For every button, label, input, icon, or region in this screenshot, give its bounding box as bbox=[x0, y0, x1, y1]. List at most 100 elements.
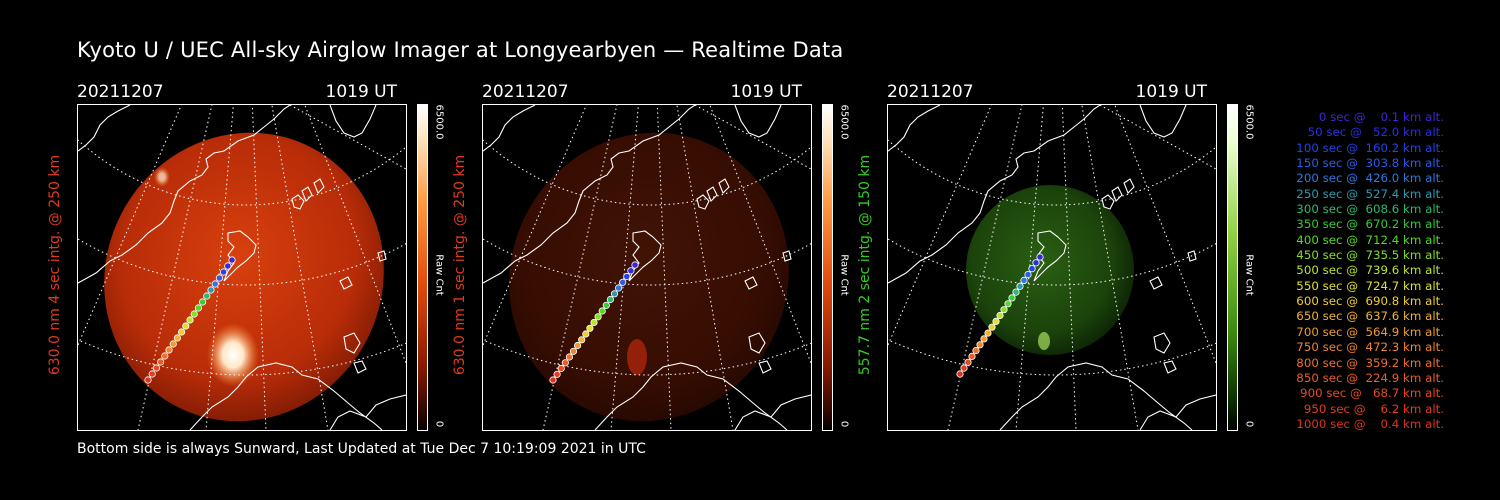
coastline bbox=[339, 276, 353, 290]
aurora-spot bbox=[1038, 332, 1050, 350]
coastline bbox=[377, 250, 387, 262]
trajectory-marker bbox=[1000, 306, 1008, 314]
legend-entry: 450 sec @ 735.5 km alt. bbox=[1292, 248, 1444, 263]
trajectory-marker bbox=[956, 370, 964, 378]
trajectory-marker bbox=[565, 353, 574, 361]
airglow-sky-map bbox=[78, 105, 406, 430]
trajectory-marker bbox=[578, 336, 586, 344]
trajectory-marker bbox=[169, 340, 177, 348]
trajectory-marker bbox=[211, 280, 219, 288]
legend-entry: 800 sec @ 359.2 km alt. bbox=[1292, 355, 1444, 370]
legend-entry: 750 sec @ 472.3 km alt. bbox=[1292, 340, 1444, 355]
coastline bbox=[706, 186, 718, 202]
panel-time: 1019 UT bbox=[1135, 82, 1208, 102]
panel-date: 20211207 bbox=[887, 82, 974, 102]
coastline bbox=[483, 105, 536, 152]
trajectory-marker bbox=[984, 329, 992, 337]
trajectory-marker bbox=[586, 324, 594, 332]
coastline bbox=[734, 394, 811, 430]
trajectory-marker bbox=[594, 313, 602, 321]
coastline bbox=[189, 362, 383, 430]
trajectory-marker bbox=[968, 352, 976, 360]
legend-entry: 300 sec @ 608.6 km alt. bbox=[1292, 202, 1444, 217]
coastline bbox=[329, 105, 377, 138]
trajectory-marker bbox=[598, 307, 606, 315]
coastline bbox=[696, 194, 710, 210]
coastline bbox=[888, 105, 941, 152]
trajectory-legend: 0 sec @ 0.1 km alt. 50 sec @ 52.0 km alt… bbox=[1262, 110, 1444, 432]
coastline bbox=[301, 186, 313, 202]
coastline bbox=[343, 332, 361, 354]
aurora-spot bbox=[154, 167, 170, 187]
trajectory-marker bbox=[619, 278, 627, 286]
allsky-image bbox=[482, 104, 812, 431]
airglow-sky-map bbox=[483, 105, 811, 430]
coastline bbox=[78, 105, 131, 152]
coastline bbox=[734, 105, 782, 138]
trajectory-marker bbox=[627, 267, 635, 275]
legend-entry: 550 sec @ 724.7 km alt. bbox=[1292, 278, 1444, 293]
coastline bbox=[1123, 178, 1135, 194]
trajectory-marker bbox=[960, 364, 968, 372]
trajectory-marker bbox=[207, 286, 215, 294]
sky-disk bbox=[509, 132, 789, 422]
trajectory-marker bbox=[557, 364, 565, 373]
trajectory-marker bbox=[988, 323, 996, 331]
trajectory-marker bbox=[152, 364, 161, 372]
trajectory-marker bbox=[1008, 294, 1016, 302]
coastline bbox=[748, 332, 766, 354]
airglow-sky-map bbox=[888, 105, 1216, 430]
legend-entry: 0 sec @ 0.1 km alt. bbox=[1307, 110, 1444, 124]
legend-entry: 50 sec @ 52.0 km alt. bbox=[1300, 125, 1444, 140]
trajectory-marker bbox=[203, 292, 211, 300]
panel-date: 20211207 bbox=[77, 82, 164, 102]
trajectory-marker bbox=[1032, 259, 1040, 267]
trajectory-marker bbox=[173, 334, 182, 342]
trajectory-marker bbox=[220, 268, 228, 276]
trajectory-marker bbox=[148, 370, 156, 378]
coastline bbox=[999, 362, 1193, 430]
imager-panel-2: 20211207 1019 UT 630.0 nm 1 sec intg. @ … bbox=[452, 82, 882, 432]
trajectory-marker bbox=[1012, 288, 1020, 296]
imager-panel-1: 20211207 1019 UT 630.0 nm 4 sec intg. @ … bbox=[47, 82, 477, 432]
legend-entry: 250 sec @ 527.4 km alt. bbox=[1292, 186, 1444, 201]
legend-entry: 850 sec @ 224.9 km alt. bbox=[1292, 370, 1444, 385]
coastline bbox=[291, 194, 305, 210]
legend-entry: 1000 sec @ 0.4 km alt. bbox=[1296, 416, 1444, 431]
trajectory-marker bbox=[1004, 300, 1012, 308]
trajectory-marker bbox=[996, 311, 1004, 320]
coastline bbox=[888, 105, 1101, 284]
coastline bbox=[483, 105, 696, 284]
panel-time: 1019 UT bbox=[325, 82, 398, 102]
coastline bbox=[1111, 186, 1123, 202]
trajectory-marker bbox=[964, 358, 972, 366]
sky-disk bbox=[966, 185, 1134, 355]
trajectory-marker bbox=[590, 318, 598, 327]
trajectory-marker bbox=[992, 317, 1000, 325]
trajectory-marker bbox=[1024, 271, 1032, 279]
coastline bbox=[782, 250, 792, 262]
legend-entry: 200 sec @ 426.0 km alt. bbox=[1292, 171, 1444, 186]
trajectory-marker bbox=[972, 347, 980, 355]
legend-entry: 700 sec @ 564.9 km alt. bbox=[1292, 324, 1444, 339]
allsky-image bbox=[77, 104, 407, 431]
trajectory-marker bbox=[561, 359, 569, 367]
legend-entry: 950 sec @ 6.2 km alt. bbox=[1300, 401, 1444, 416]
colorbar bbox=[1227, 104, 1238, 431]
coastline bbox=[1101, 194, 1115, 210]
trajectory-marker bbox=[165, 346, 173, 354]
trajectory-marker bbox=[186, 316, 194, 324]
coastline bbox=[223, 230, 257, 282]
legend-entry: 100 sec @ 160.2 km alt. bbox=[1292, 140, 1444, 155]
trajectory-marker bbox=[228, 256, 236, 264]
trajectory-marker bbox=[610, 290, 619, 298]
coastline bbox=[1139, 394, 1216, 430]
trajectory-marker bbox=[1028, 265, 1036, 273]
trajectory-marker bbox=[215, 274, 223, 282]
allsky-image bbox=[887, 104, 1217, 431]
coastline bbox=[353, 360, 367, 374]
legend-entry: 400 sec @ 712.4 km alt. bbox=[1292, 232, 1444, 247]
legend-entry: 600 sec @ 690.8 km alt. bbox=[1292, 294, 1444, 309]
colorbar bbox=[417, 104, 428, 431]
coastline bbox=[628, 230, 662, 282]
